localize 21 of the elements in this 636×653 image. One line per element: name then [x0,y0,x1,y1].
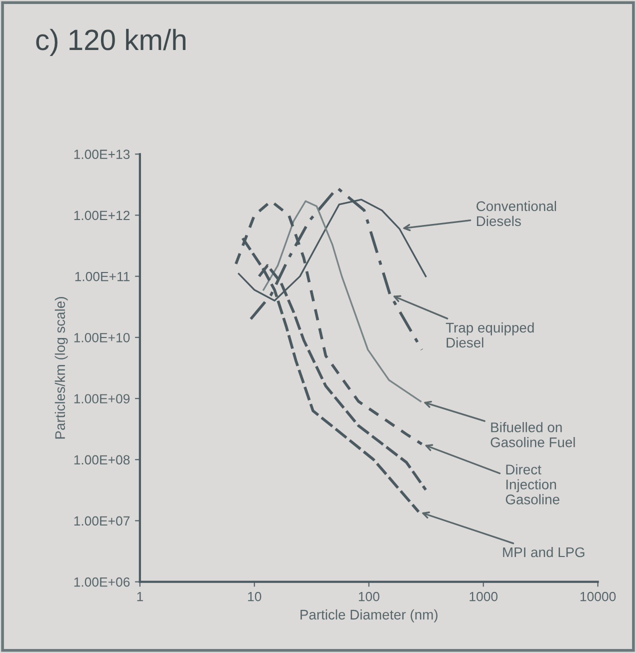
y-tick-label: 1.00E+10 [74,332,130,342]
x-tick-label: 10 [248,592,262,602]
series-label: Trap equipped Diesel [446,322,534,348]
y-tick-label: 1.00E+06 [74,577,130,587]
x-tick-label: 1000 [470,592,498,602]
y-tick-label: 1.00E+07 [74,516,130,526]
x-axis-title: Particle Diameter (nm) [300,609,438,622]
chart-title: c) 120 km/h [36,28,186,56]
y-tick-label: 1.00E+11 [75,272,130,282]
y-tick-label: 1.00E+09 [74,394,130,404]
text: Direct Injection Gasoline [506,464,560,504]
y-tick-label: 1.00E+12 [74,210,130,220]
text: Bifuelled on Gasoline Fuel [490,422,575,448]
y-tick-label: 1.00E+13 [74,150,130,160]
x-tick-label: 100 [358,592,380,602]
text: MPI and LPG [503,546,584,558]
x-tick-label: 1 [137,592,143,602]
text: Conventional Diesels [476,200,556,226]
x-tick-label: 10000 [580,592,616,602]
y-axis-title: Particles/km (log scale) [54,297,68,439]
y-tick-label: 1.00E+08 [74,455,130,465]
